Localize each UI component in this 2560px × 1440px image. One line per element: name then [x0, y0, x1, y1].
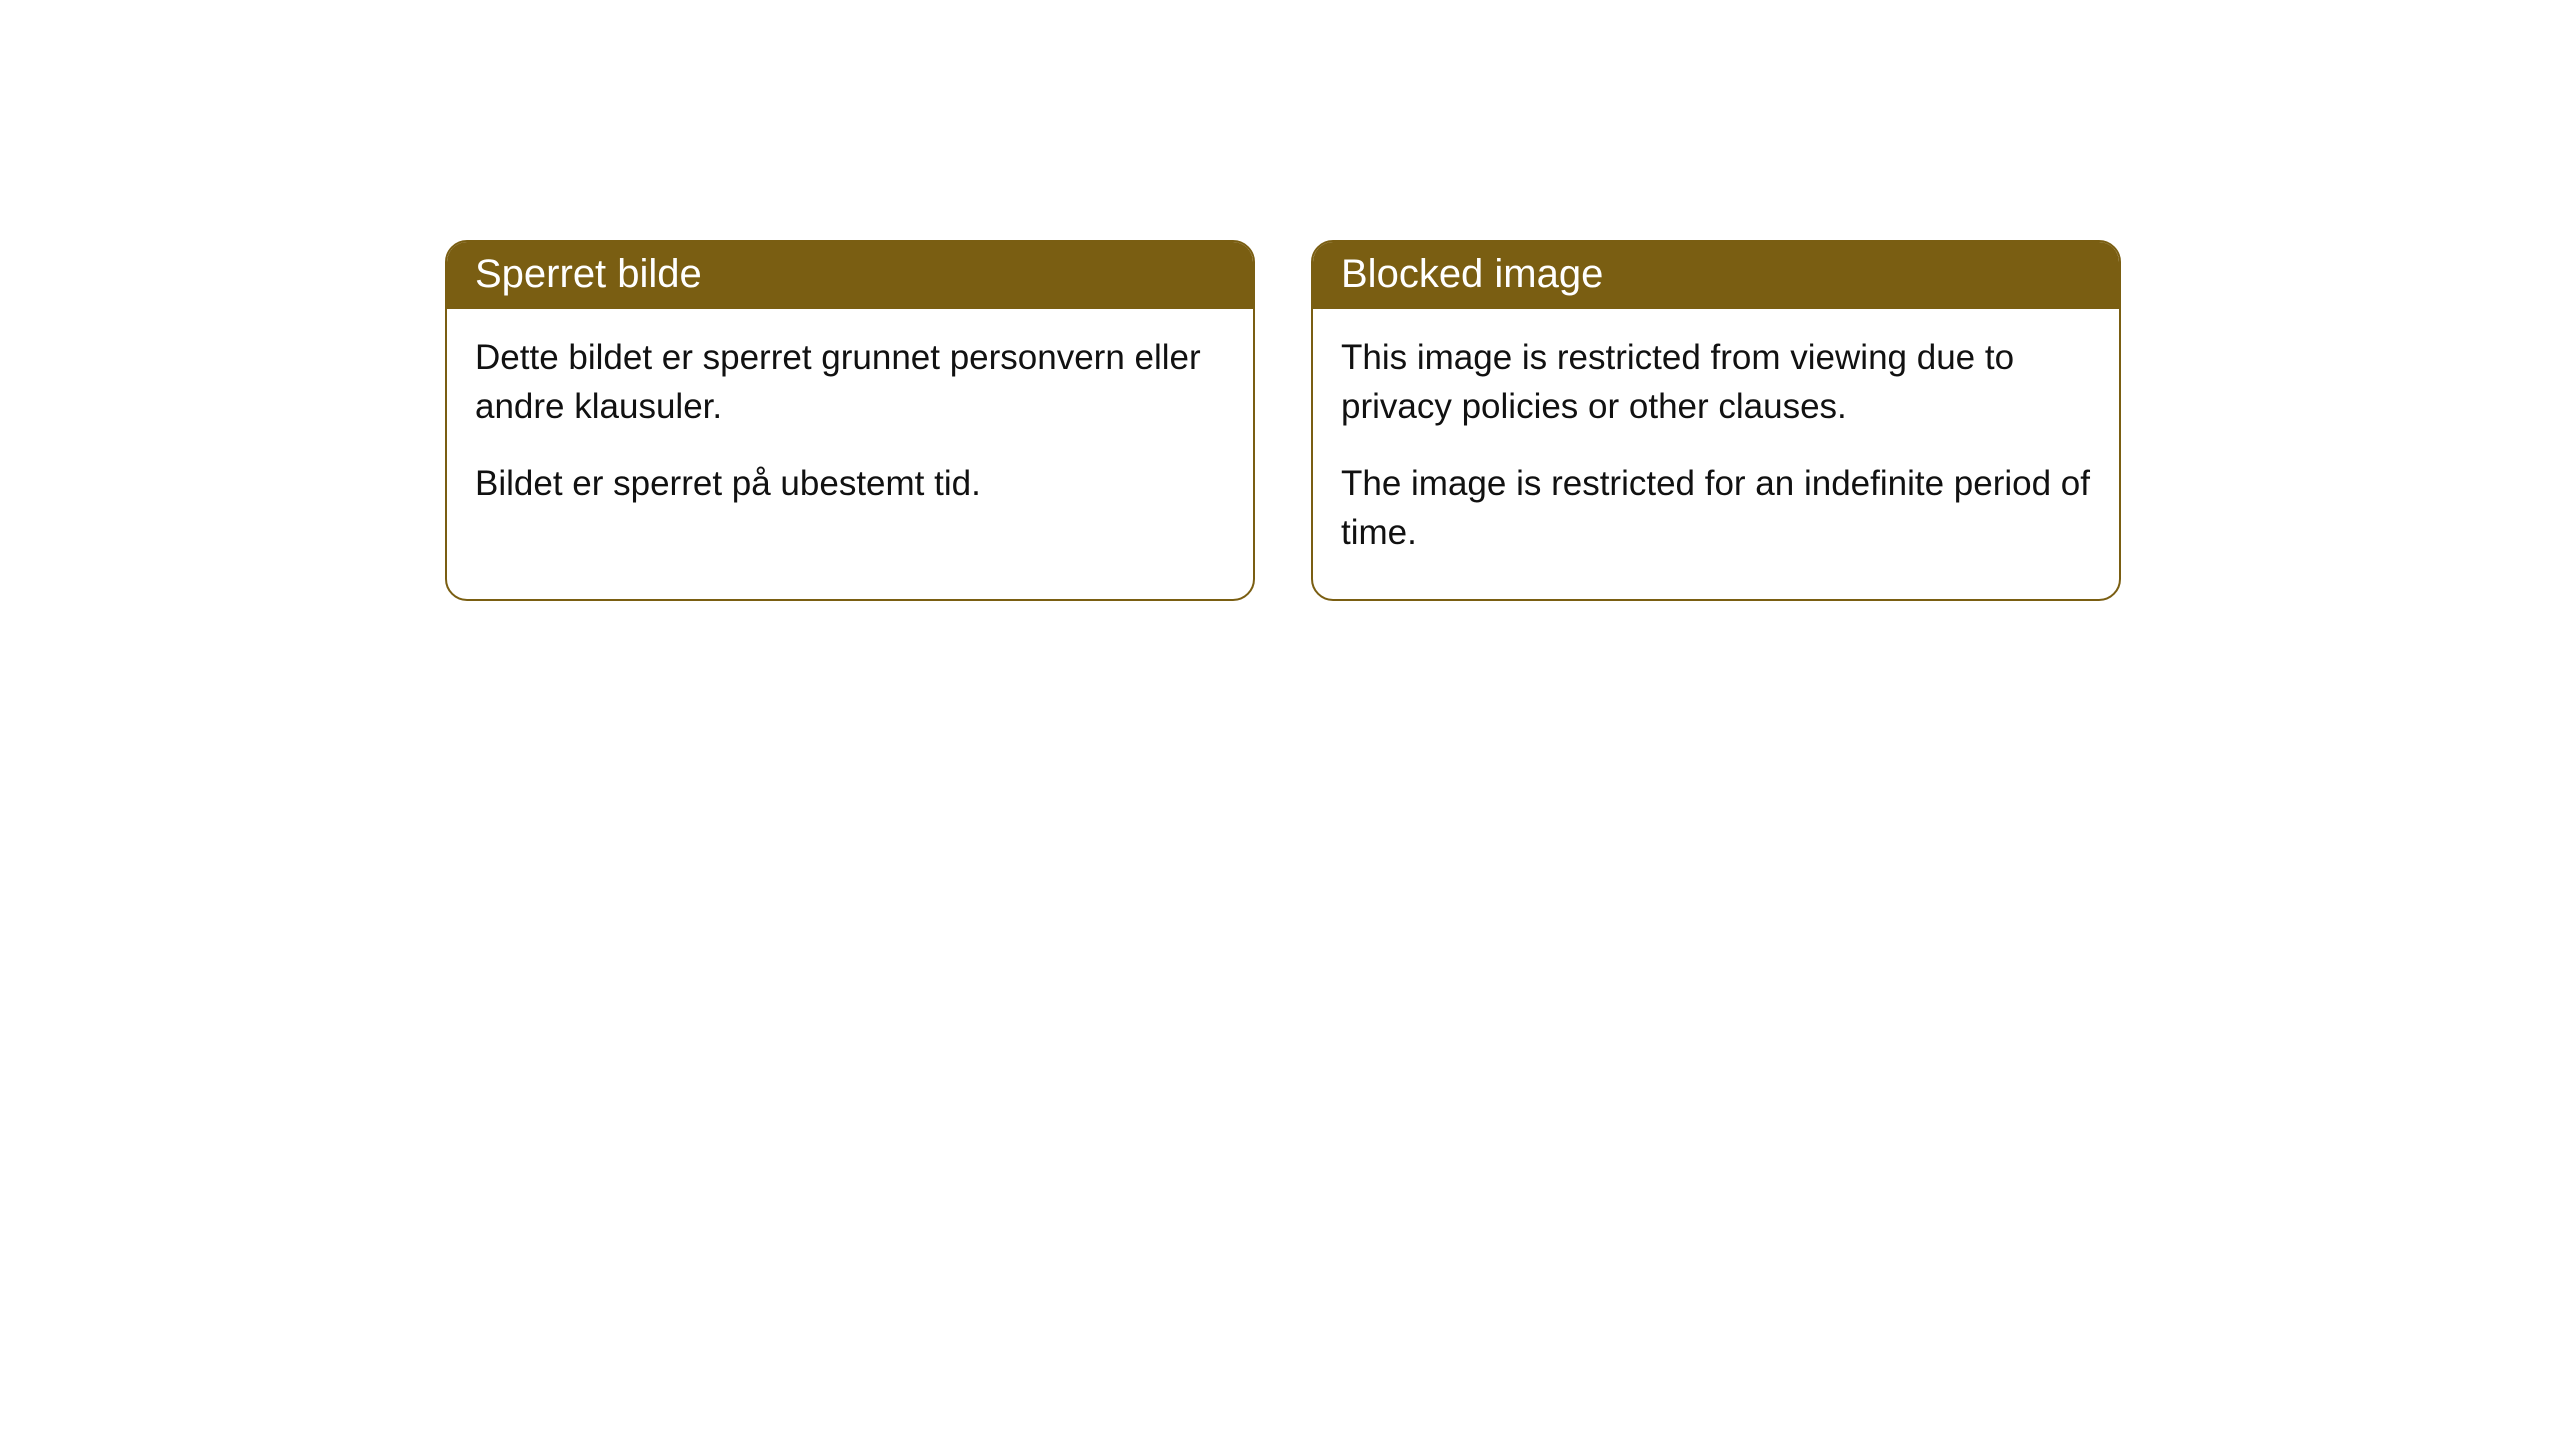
card-title: Sperret bilde [447, 242, 1253, 309]
notice-container: Sperret bilde Dette bildet er sperret gr… [445, 240, 2560, 601]
notice-card-norwegian: Sperret bilde Dette bildet er sperret gr… [445, 240, 1255, 601]
card-paragraph: The image is restricted for an indefinit… [1341, 459, 2091, 557]
card-paragraph: This image is restricted from viewing du… [1341, 333, 2091, 431]
card-paragraph: Bildet er sperret på ubestemt tid. [475, 459, 1225, 508]
card-paragraph: Dette bildet er sperret grunnet personve… [475, 333, 1225, 431]
card-body: Dette bildet er sperret grunnet personve… [447, 309, 1253, 550]
card-body: This image is restricted from viewing du… [1313, 309, 2119, 599]
card-title: Blocked image [1313, 242, 2119, 309]
notice-card-english: Blocked image This image is restricted f… [1311, 240, 2121, 601]
